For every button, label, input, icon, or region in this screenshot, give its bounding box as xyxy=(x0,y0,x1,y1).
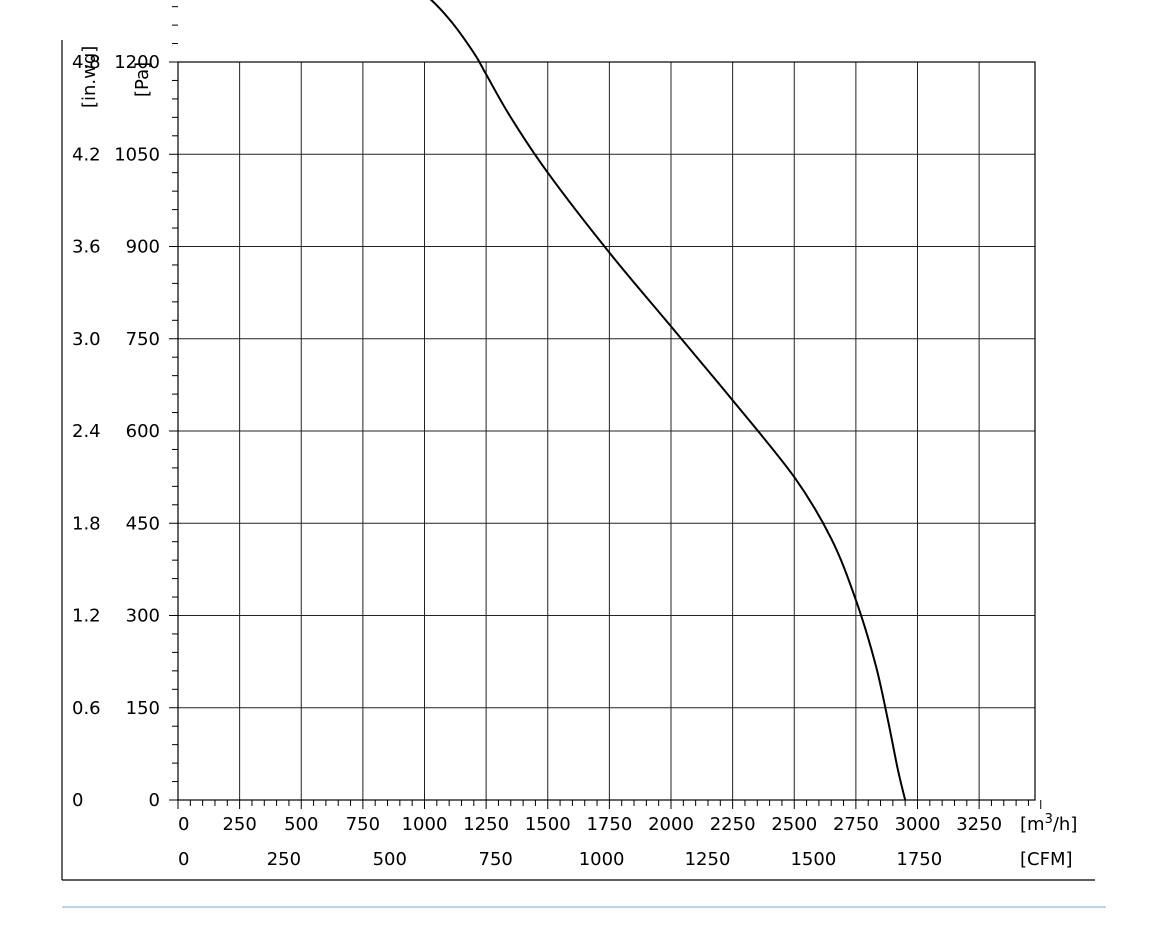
x-tick-label-m3h: 3250 xyxy=(956,814,1002,835)
x-tick-label-cfm: 0 xyxy=(178,849,189,870)
x-tick-label-cfm: 750 xyxy=(479,849,513,870)
x-tick-label-cfm: 1000 xyxy=(579,849,625,870)
y-tick-label-inwg: 4.2 xyxy=(72,144,101,165)
x-unit-m3h: [m3/h] xyxy=(1020,812,1077,835)
y-tick-label-pa: 600 xyxy=(126,421,160,442)
x-tick-labels: 0 250 500 750 1000 1250 1500 1750 2000 2250 2500 27… xyxy=(178,814,1002,870)
plot-frame xyxy=(177,61,1036,801)
y-tick-label-pa: 1200 xyxy=(114,52,160,73)
y-tick-labels: 0 0 150 0.6 300 1.2 450 1.8 600 2.4 750 3.0 900 3.6 10… xyxy=(72,52,160,811)
y-tick-label-inwg: 1.2 xyxy=(72,606,101,627)
x-tick-label-m3h: 750 xyxy=(346,814,380,835)
performance-curve xyxy=(429,0,907,801)
y-tick-label-pa: 0 xyxy=(149,790,160,811)
y-tick-label-inwg: 2.4 xyxy=(72,421,101,442)
y-tick-label-inwg: 3.6 xyxy=(72,237,101,258)
y-tick-label-pa: 450 xyxy=(126,513,160,534)
x-tick-label-m3h: 0 xyxy=(178,814,189,835)
y-tick-label-inwg: 1.8 xyxy=(72,513,101,534)
x-tick-label-cfm: 250 xyxy=(267,849,301,870)
y-tick-label-pa: 150 xyxy=(126,698,160,719)
y-unit-inwg: [in.wg] xyxy=(79,46,100,108)
x-tick-label-m3h: 1000 xyxy=(402,814,448,835)
x-tick-label-m3h: 2250 xyxy=(710,814,756,835)
x-tick-label-m3h: 1250 xyxy=(463,814,509,835)
x-tick-label-m3h: 1500 xyxy=(525,814,571,835)
y-tick-label-inwg: 0 xyxy=(72,790,83,811)
curve-layer xyxy=(429,0,907,801)
x-tick-label-m3h: 250 xyxy=(222,814,256,835)
y-tick-label-inwg: 4.8 xyxy=(72,52,101,73)
x-tick-label-m3h: 2750 xyxy=(833,814,879,835)
x-tick-label-m3h: 2500 xyxy=(771,814,817,835)
x-tick-label-cfm: 1500 xyxy=(790,849,836,870)
x-tick-label-m3h: 1750 xyxy=(586,814,632,835)
y-tick-label-pa: 750 xyxy=(126,329,160,350)
grid xyxy=(178,61,1035,800)
y-tick-label-pa: 300 xyxy=(126,606,160,627)
x-tick-label-m3h: 2000 xyxy=(648,814,694,835)
x-tick-label-cfm: 500 xyxy=(373,849,407,870)
x-tick-label-m3h: 3000 xyxy=(895,814,941,835)
x-unit-cfm: [CFM] xyxy=(1020,849,1073,870)
x-tick-label-m3h: 500 xyxy=(284,814,318,835)
y-tick-label-inwg: 3.0 xyxy=(72,329,101,350)
x-tick-label-cfm: 1750 xyxy=(896,849,942,870)
y-tick-label-inwg: 0.6 xyxy=(72,698,101,719)
minor-ticks xyxy=(169,6,1042,809)
y-tick-label-pa: 900 xyxy=(126,237,160,258)
y-tick-label-pa: 1050 xyxy=(114,144,160,165)
x-tick-label-cfm: 1250 xyxy=(685,849,731,870)
y-unit-pa: [Pa] xyxy=(132,62,153,97)
